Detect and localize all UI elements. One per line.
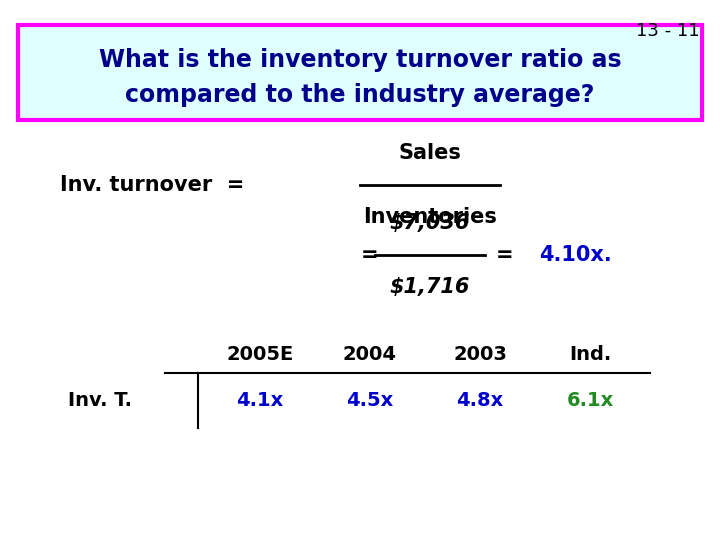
Text: 2004: 2004 <box>343 346 397 365</box>
Text: Inventories: Inventories <box>363 207 497 227</box>
Text: Sales: Sales <box>399 143 462 163</box>
FancyBboxPatch shape <box>18 25 702 120</box>
Text: What is the inventory turnover ratio as: What is the inventory turnover ratio as <box>99 48 621 72</box>
Text: 4.8x: 4.8x <box>456 392 503 410</box>
Text: Inv. T.: Inv. T. <box>68 392 132 410</box>
Text: 4.1x: 4.1x <box>236 392 284 410</box>
Text: 4.5x: 4.5x <box>346 392 394 410</box>
Text: 6.1x: 6.1x <box>567 392 613 410</box>
Text: 2005E: 2005E <box>226 346 294 365</box>
Text: Ind.: Ind. <box>569 346 611 365</box>
Text: 2003: 2003 <box>453 346 507 365</box>
Text: $1,716: $1,716 <box>390 277 470 297</box>
Text: compared to the industry average?: compared to the industry average? <box>125 83 595 107</box>
Text: Inv. turnover  =: Inv. turnover = <box>60 175 244 195</box>
Text: =: = <box>496 245 514 265</box>
Text: $7,036: $7,036 <box>390 213 470 233</box>
Text: 13 - 11: 13 - 11 <box>636 22 700 40</box>
Text: =: = <box>361 245 379 265</box>
Text: 4.10x.: 4.10x. <box>539 245 611 265</box>
